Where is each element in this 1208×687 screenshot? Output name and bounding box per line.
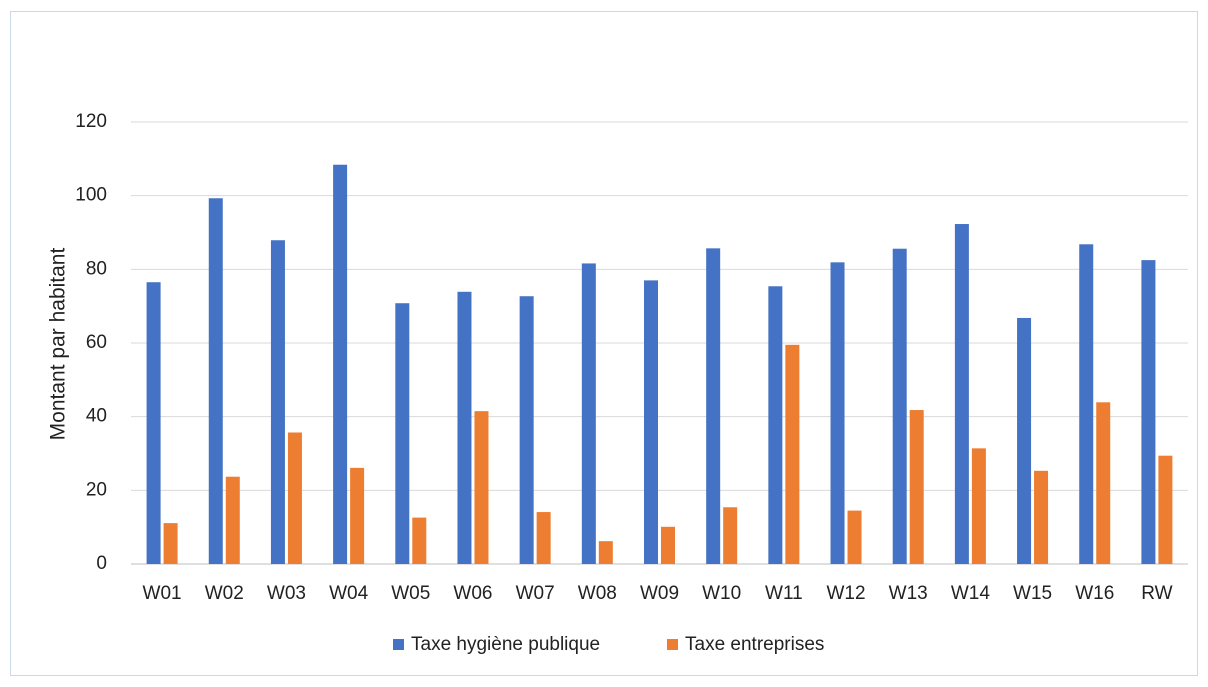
bar-entreprises <box>1096 402 1111 564</box>
bars <box>146 164 1173 565</box>
bar-entreprises <box>350 467 365 564</box>
x-tick-label: W03 <box>267 583 306 604</box>
bar-hygiene <box>457 291 472 564</box>
bar-hygiene <box>395 303 410 564</box>
y-tick-label: 80 <box>86 258 107 279</box>
bar-hygiene <box>270 240 285 565</box>
legend-swatch <box>393 639 404 650</box>
bar-hygiene <box>146 282 161 564</box>
bar-entreprises <box>847 510 862 564</box>
bar-entreprises <box>909 410 924 564</box>
bar-entreprises <box>474 411 489 564</box>
x-tick-label: W05 <box>391 583 430 604</box>
legend-label: Taxe entreprises <box>685 634 824 655</box>
gridlines <box>131 121 1188 565</box>
y-tick-label: 100 <box>75 185 107 206</box>
bar-hygiene <box>644 280 658 564</box>
bar-hygiene <box>1017 317 1032 564</box>
y-tick-label: 20 <box>86 479 107 500</box>
y-tick-label: 120 <box>75 111 107 132</box>
x-tick-label: W15 <box>1013 583 1052 604</box>
y-axis-ticks: 0 20 40 60 80 100 120 <box>75 111 107 574</box>
legend: Taxe hygiène publique Taxe entreprises <box>393 634 824 655</box>
x-tick-label: W06 <box>453 583 492 604</box>
bar-hygiene <box>1079 244 1094 564</box>
bar-entreprises <box>536 512 551 564</box>
x-tick-label: W11 <box>765 583 803 604</box>
x-tick-label: W02 <box>205 583 244 604</box>
bar-entreprises <box>785 344 800 564</box>
bar-hygiene <box>208 198 223 564</box>
bar-entreprises <box>598 541 613 564</box>
legend-swatch <box>667 639 678 650</box>
legend-label: Taxe hygiène publique <box>411 634 600 655</box>
bar-hygiene <box>581 263 596 564</box>
x-tick-label: W16 <box>1075 583 1114 604</box>
x-tick-label: W01 <box>143 583 182 604</box>
x-tick-label: RW <box>1141 583 1172 604</box>
bar-hygiene <box>519 296 534 564</box>
bar-entreprises <box>661 526 675 564</box>
y-tick-label: 60 <box>86 332 107 353</box>
x-axis-ticks: W01 W02 W03 W04 W05 W06 W07 W08 W09 W10 W11 W12 W13 W… <box>143 583 1173 604</box>
x-tick-label: W13 <box>889 583 928 604</box>
bar-hygiene <box>706 248 721 565</box>
bar-entreprises <box>723 507 738 564</box>
bar-hygiene <box>830 262 845 564</box>
bar-hygiene <box>768 286 783 564</box>
bar-entreprises <box>1034 470 1049 564</box>
x-tick-label: W07 <box>516 583 555 604</box>
bar-entreprises <box>1158 455 1173 564</box>
x-tick-label: W08 <box>578 583 617 604</box>
bar-entreprises <box>225 476 240 564</box>
x-tick-label: W14 <box>951 583 991 604</box>
bar-entreprises <box>971 448 986 564</box>
x-tick-label: W04 <box>329 583 369 604</box>
y-tick-label: 0 <box>96 553 107 574</box>
x-tick-label: W10 <box>702 583 741 604</box>
bar-hygiene <box>954 224 969 565</box>
y-tick-label: 40 <box>86 406 107 427</box>
bar-entreprises <box>163 523 178 564</box>
bar-entreprises <box>287 432 302 564</box>
y-axis-label: Montant par habitant <box>47 248 70 441</box>
bar-hygiene <box>892 248 907 564</box>
bar-hygiene <box>333 164 348 564</box>
x-tick-label: W12 <box>826 583 865 604</box>
x-tick-label: W09 <box>640 583 679 604</box>
bar-entreprises <box>412 517 427 564</box>
bar-hygiene <box>1141 260 1156 564</box>
